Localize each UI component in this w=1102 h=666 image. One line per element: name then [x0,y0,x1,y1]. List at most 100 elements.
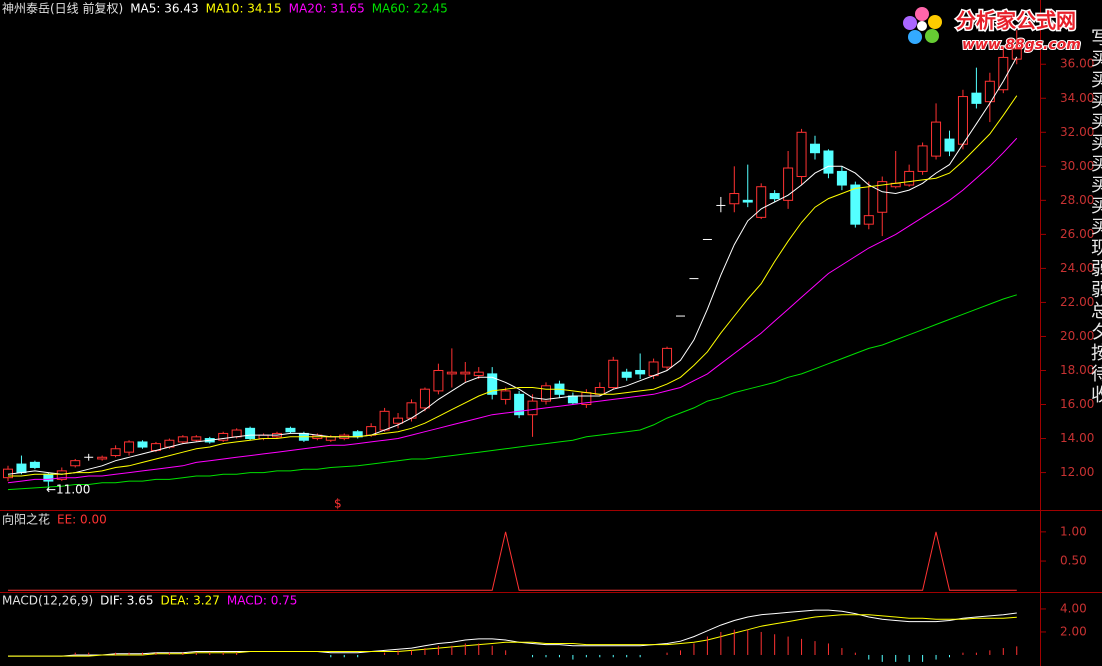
legend-entry: DEA: 3.27 [160,594,219,608]
candle-body [124,441,135,453]
macd-line [8,609,1017,657]
ma-line [7,56,1018,475]
candle-body [594,387,605,395]
ma-line [8,95,1018,477]
candle-body [662,347,673,368]
candle-body [473,371,484,377]
legend-entry: EE: 0.00 [57,513,107,527]
side-text: 写买买买买买买买买买现弱弱总夕按待收 [1089,28,1102,406]
candle-body [648,361,659,377]
y-tick-label: 28.00 [1060,193,1094,207]
candle-body [56,470,67,480]
y-tick-label: 1.00 [1060,524,1087,538]
candle-body [460,371,471,375]
watermark: 分析家公式网 www.88gs.com [903,7,1082,54]
annotation: ←11.00 [46,483,90,497]
panel-title: MACD(12,26,9) [2,594,93,608]
y-tick-label: 24.00 [1060,261,1094,275]
candle-body [823,150,834,174]
macd-line [8,614,1017,657]
candle-body [433,369,444,392]
panel-title: 向阳之花 [2,512,50,527]
candle-body [729,193,740,205]
y-tick-label: 2.00 [1060,624,1087,638]
y-tick-label: 22.00 [1060,295,1094,309]
candle-body [419,388,430,409]
candle-body [877,181,888,213]
y-tick-label: 16.00 [1060,397,1094,411]
candle-body [231,429,242,438]
y-tick-label: 0.50 [1060,554,1087,568]
y-tick-label: 30.00 [1060,159,1094,173]
y-tick-label: 12.00 [1060,465,1094,479]
candle-body [984,80,995,103]
candle-body [191,436,202,441]
legend-entry: MACD: 0.75 [227,594,298,608]
candle-body [796,131,807,178]
candle-body [635,369,646,375]
candle-body [97,456,108,460]
legend-entry: MA10: 34.15 [206,2,282,16]
candle-body [218,432,229,441]
petal [928,15,942,29]
y-tick-label: 18.00 [1060,363,1094,377]
candle-body [446,371,457,375]
candle-body [110,448,121,457]
ma-line [7,294,1017,491]
watermark-title: 分析家公式网 [956,9,1076,33]
y-tick-label: 34.00 [1060,91,1094,105]
candle-body [850,184,861,225]
candle-body [43,473,54,482]
candle-body [917,145,928,172]
candle-body [957,96,968,145]
candle-body [487,373,498,395]
candle-body [769,193,780,200]
y-tick-label: 14.00 [1060,431,1094,445]
indicator-line [8,531,1017,591]
candle-body [944,138,955,152]
candle-body [783,167,794,201]
candle-body [527,400,538,416]
legend-entry: DIF: 3.65 [100,594,153,608]
candle-body [742,199,753,203]
petal [908,30,922,44]
side-text-box: 写买买买买买买买买买现弱弱总夕按待收 [1089,28,1102,408]
candle-body [756,186,767,218]
flower-center [917,21,927,31]
y-tick-label: 4.00 [1060,601,1087,615]
candle-body [16,463,27,474]
y-tick-label: 32.00 [1060,125,1094,139]
candle-body [137,441,148,448]
candle-body [514,393,525,416]
legend-entry: MA20: 31.65 [289,2,365,16]
candle-body [70,460,81,467]
candle-body [379,410,390,431]
candle-body [971,92,982,104]
petal [925,29,939,43]
candle-body [177,436,188,443]
candle-body [29,461,40,468]
y-tick-label: 36.00 [1060,57,1094,71]
candle-body [285,427,296,433]
candle-body [1011,48,1022,60]
annotation: $ [334,497,342,511]
candle-body [931,121,942,157]
candle-body [541,385,551,402]
candle-body [567,395,578,404]
candle-body [608,359,619,388]
candle-body [904,170,915,186]
candle-body [810,143,820,154]
y-tick-label: 26.00 [1060,227,1094,241]
ma-line [7,137,1018,484]
candle-body [500,390,511,400]
petal [903,16,917,30]
legend-entry: MA5: 36.43 [130,2,198,16]
legend-entry: MA60: 22.45 [372,2,448,16]
candle-body [621,371,632,378]
candle-body [393,417,404,424]
watermark-url: www.88gs.com [962,37,1081,53]
y-tick-label: 20.00 [1060,329,1094,343]
candle-body [863,215,874,225]
